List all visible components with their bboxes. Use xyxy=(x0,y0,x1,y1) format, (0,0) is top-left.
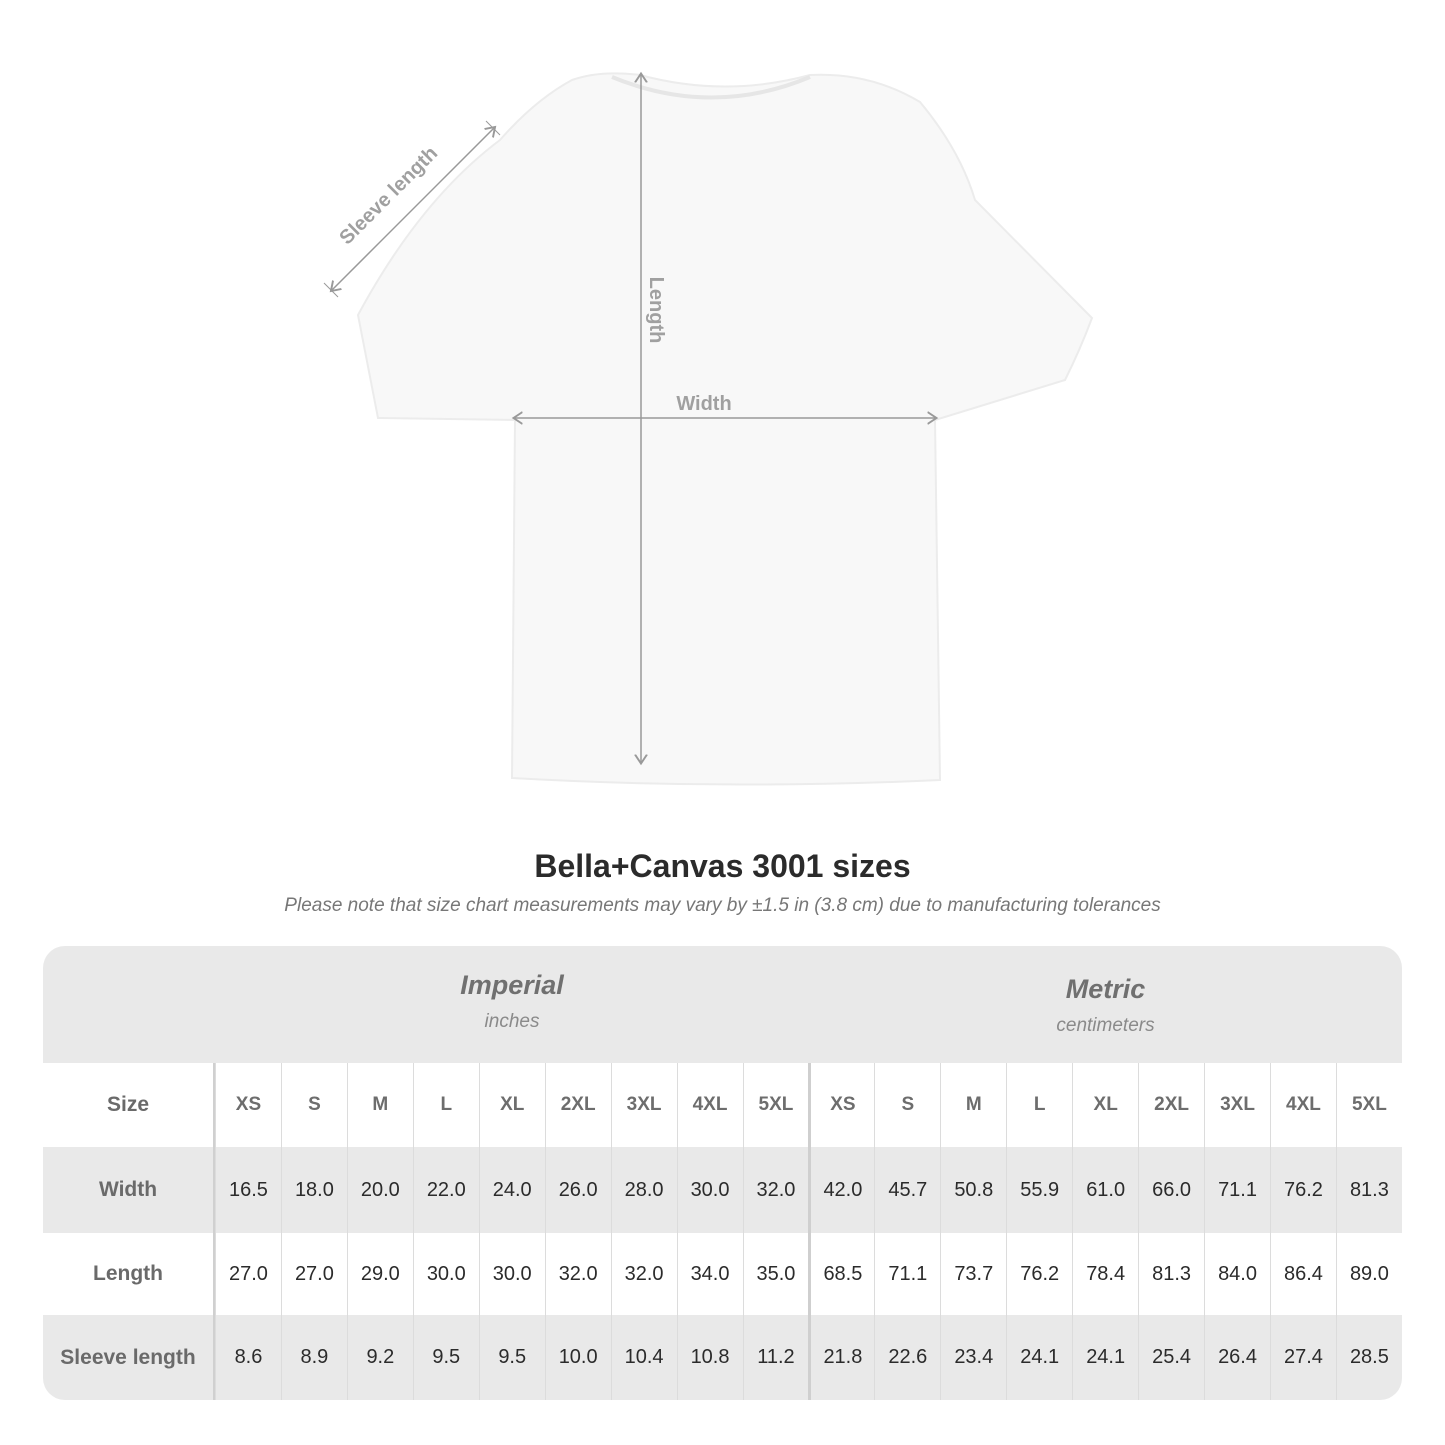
metric-cell: 27.4 xyxy=(1270,1315,1336,1400)
metric-cell: 76.2 xyxy=(1270,1147,1336,1233)
size-header-cell: 5XL xyxy=(1335,1063,1402,1147)
size-header-cell: S xyxy=(874,1063,940,1147)
imperial-cell: 32.0 xyxy=(742,1147,809,1233)
size-header-cell: XL xyxy=(1072,1063,1138,1147)
size-header-cell: 2XL xyxy=(544,1063,611,1147)
width-label: Width xyxy=(676,393,731,415)
imperial-cell: 10.4 xyxy=(610,1315,677,1400)
metric-cell: 84.0 xyxy=(1204,1233,1270,1315)
imperial-cell: 29.0 xyxy=(346,1233,413,1315)
table-row: Width 16.5 18.0 20.0 22.0 24.0 26.0 28.0 30.0 32.… xyxy=(43,1147,1402,1233)
size-header-cell: 2XL xyxy=(1138,1063,1204,1147)
imperial-cell: 9.5 xyxy=(478,1315,545,1400)
metric-cell: 76.2 xyxy=(1006,1233,1072,1315)
imperial-cell: 28.0 xyxy=(610,1147,677,1233)
length-label: Length xyxy=(645,277,667,344)
size-header-cell: XS xyxy=(808,1063,874,1147)
metric-cell: 61.0 xyxy=(1072,1147,1138,1233)
size-header-cell: L xyxy=(412,1063,479,1147)
metric-cell: 71.1 xyxy=(874,1233,940,1315)
imperial-cell: 10.8 xyxy=(676,1315,743,1400)
imperial-cell: 22.0 xyxy=(412,1147,479,1233)
imperial-cell: 8.6 xyxy=(215,1315,281,1400)
metric-cell: 26.4 xyxy=(1204,1315,1270,1400)
metric-header: Metric centimeters xyxy=(809,974,1402,1037)
size-header-cell: 3XL xyxy=(1204,1063,1270,1147)
size-header-cell: M xyxy=(346,1063,413,1147)
metric-cell: 24.1 xyxy=(1006,1315,1072,1400)
chart-title: Bella+Canvas 3001 sizes xyxy=(534,848,911,884)
metric-cell: 78.4 xyxy=(1072,1233,1138,1315)
imperial-cell: 34.0 xyxy=(676,1233,743,1315)
imperial-cell: 27.0 xyxy=(215,1233,281,1315)
imperial-cell: 32.0 xyxy=(544,1233,611,1315)
metric-cell: 71.1 xyxy=(1204,1147,1270,1233)
imperial-cell: 30.0 xyxy=(412,1233,479,1315)
size-header-cell: XS xyxy=(215,1063,281,1147)
size-label: Size xyxy=(43,1063,215,1147)
size-header-cell: L xyxy=(1006,1063,1072,1147)
metric-cell: 73.7 xyxy=(940,1233,1006,1315)
metric-cell: 25.4 xyxy=(1138,1315,1204,1400)
size-header-cell: M xyxy=(940,1063,1006,1147)
imperial-cell: 8.9 xyxy=(280,1315,347,1400)
metric-cell: 50.8 xyxy=(940,1147,1006,1233)
imperial-cell: 32.0 xyxy=(610,1233,677,1315)
imperial-cell: 30.0 xyxy=(676,1147,743,1233)
imperial-cell: 26.0 xyxy=(544,1147,611,1233)
size-table: Imperial inches Metric centimeters Size X… xyxy=(43,946,1402,1400)
table-row: Sleeve length 8.6 8.9 9.2 9.5 9.5 10.0 10.4 10.8… xyxy=(43,1315,1402,1400)
imperial-unit: inches xyxy=(484,1011,540,1032)
imperial-cell: 11.2 xyxy=(742,1315,809,1400)
row-label: Sleeve length xyxy=(43,1315,215,1400)
imperial-title: Imperial xyxy=(460,970,564,1000)
metric-cell: 22.6 xyxy=(874,1315,940,1400)
metric-cell: 45.7 xyxy=(874,1147,940,1233)
metric-cell: 28.5 xyxy=(1335,1315,1402,1400)
imperial-cell: 30.0 xyxy=(478,1233,545,1315)
metric-cell: 21.8 xyxy=(808,1315,874,1400)
size-header-cell: 4XL xyxy=(1270,1063,1336,1147)
size-header-cell: 4XL xyxy=(676,1063,743,1147)
metric-cell: 55.9 xyxy=(1006,1147,1072,1233)
metric-cell: 86.4 xyxy=(1270,1233,1336,1315)
metric-unit: centimeters xyxy=(1056,1015,1155,1036)
imperial-cell: 9.5 xyxy=(412,1315,479,1400)
imperial-cell: 24.0 xyxy=(478,1147,545,1233)
imperial-cell: 16.5 xyxy=(215,1147,281,1233)
size-header-cell: 3XL xyxy=(610,1063,677,1147)
metric-title: Metric xyxy=(1065,974,1146,1004)
tshirt-diagram: Sleeve length Length Width xyxy=(323,0,1094,786)
imperial-cell: 9.2 xyxy=(346,1315,413,1400)
size-header-row: Size XS S M L XL 2XL 3XL 4XL 5XL XS S M L XL 2XL 3XL 4XL 5… xyxy=(43,1063,1402,1147)
imperial-cell: 20.0 xyxy=(346,1147,413,1233)
size-header-cell: XL xyxy=(478,1063,545,1147)
table-row: Length 27.0 27.0 29.0 30.0 30.0 32.0 32.0 34.0 35… xyxy=(43,1233,1402,1315)
sleeve-length-arrow xyxy=(332,128,494,290)
metric-cell: 66.0 xyxy=(1138,1147,1204,1233)
metric-cell: 81.3 xyxy=(1138,1233,1204,1315)
size-header-cell: S xyxy=(280,1063,347,1147)
imperial-cell: 18.0 xyxy=(280,1147,347,1233)
metric-cell: 68.5 xyxy=(808,1233,874,1315)
imperial-cell: 35.0 xyxy=(742,1233,809,1315)
unit-header: Imperial inches Metric centimeters xyxy=(43,946,1402,1063)
metric-cell: 24.1 xyxy=(1072,1315,1138,1400)
metric-cell: 81.3 xyxy=(1335,1147,1402,1233)
tolerance-note: Please note that size chart measurements… xyxy=(284,895,1161,916)
imperial-header: Imperial inches xyxy=(215,970,809,1033)
metric-cell: 89.0 xyxy=(1335,1233,1402,1315)
tshirt-shape xyxy=(356,72,1094,786)
imperial-cell: 27.0 xyxy=(280,1233,347,1315)
size-header-cell: 5XL xyxy=(742,1063,809,1147)
metric-cell: 23.4 xyxy=(940,1315,1006,1400)
row-label: Length xyxy=(43,1233,215,1315)
imperial-cell: 10.0 xyxy=(544,1315,611,1400)
metric-cell: 42.0 xyxy=(808,1147,874,1233)
row-label: Width xyxy=(43,1147,215,1233)
